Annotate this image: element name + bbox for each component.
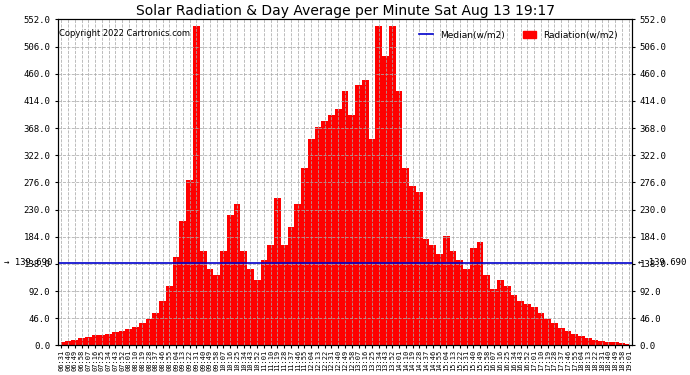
Title: Solar Radiation & Day Average per Minute Sat Aug 13 19:17: Solar Radiation & Day Average per Minute… — [135, 4, 555, 18]
Text: ← 139.690: ← 139.690 — [638, 258, 687, 267]
Text: Copyright 2022 Cartronics.com: Copyright 2022 Cartronics.com — [59, 29, 190, 38]
Legend: Median(w/m2), Radiation(w/m2): Median(w/m2), Radiation(w/m2) — [415, 27, 622, 44]
Text: → 139.690: → 139.690 — [3, 258, 52, 267]
